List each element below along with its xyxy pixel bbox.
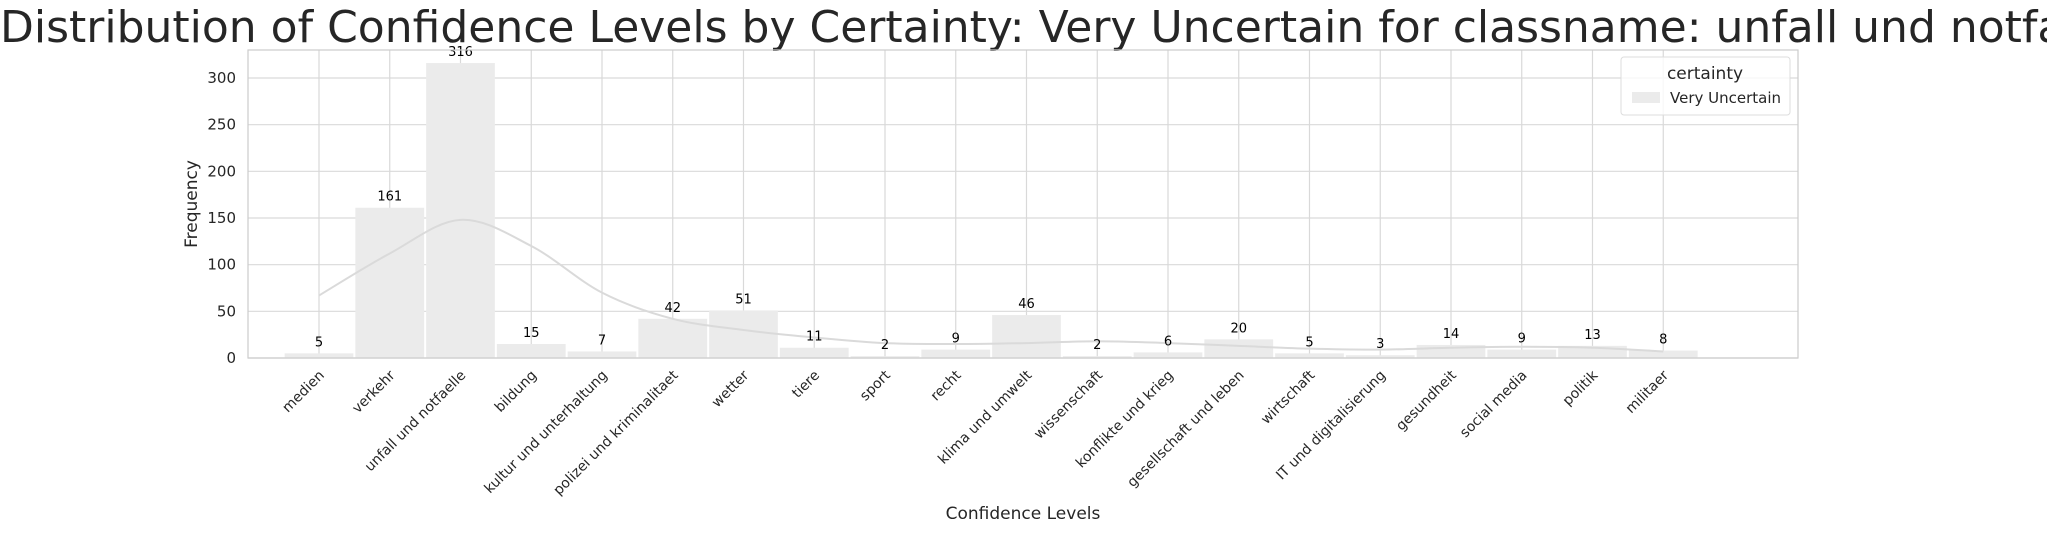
bar xyxy=(638,318,708,358)
bar-value-label: 42 xyxy=(664,301,681,316)
legend: certainty Very Uncertain xyxy=(1620,56,1791,116)
x-tick-label: recht xyxy=(928,367,965,404)
bar xyxy=(355,207,425,358)
bar xyxy=(992,315,1061,358)
x-tick-label: verkehr xyxy=(349,367,398,416)
bar xyxy=(1275,353,1344,358)
bar-value-label: 2 xyxy=(1093,338,1101,353)
bar-value-label: 15 xyxy=(523,326,540,341)
x-tick-label: social media xyxy=(1457,368,1531,442)
chart-title: Distribution of Confidence Levels by Cer… xyxy=(0,2,2047,53)
y-tick-label: 200 xyxy=(207,162,236,180)
legend-box xyxy=(1620,56,1791,116)
y-ticks: 0 50 100 150 200 250 300 xyxy=(207,69,236,367)
y-tick-label: 300 xyxy=(207,69,236,87)
x-tick-label: kultur und unterhaltung xyxy=(481,368,610,497)
bar-value-label: 5 xyxy=(1305,335,1313,350)
plot-frame xyxy=(247,49,1799,359)
y-tick-label: 50 xyxy=(217,302,236,320)
x-tick-label: wetter xyxy=(709,367,753,411)
x-tick-label: bildung xyxy=(492,368,540,416)
x-tick-label: gesellschaft und leben xyxy=(1124,368,1247,491)
bar-value-label: 9 xyxy=(1518,332,1526,347)
bar-value-label: 8 xyxy=(1659,333,1667,348)
y-axis-label: Frequency xyxy=(182,160,202,248)
bar-value-label: 5 xyxy=(315,335,323,350)
x-axis-label: Confidence Levels xyxy=(946,504,1101,524)
bar-value-label: 2 xyxy=(881,338,889,353)
x-tick-label: militaer xyxy=(1623,367,1672,416)
bar xyxy=(850,356,920,358)
bar-value-label: 9 xyxy=(952,332,960,347)
y-tick-label: 0 xyxy=(226,349,236,367)
bar-value-label: 51 xyxy=(735,292,752,307)
bar xyxy=(567,351,637,358)
bar xyxy=(1487,349,1557,358)
bar-labels: 5 161 316 15 7 42 51 11 2 9 46 2 6 20 5 3 14 9 13 8 xyxy=(315,45,1668,353)
bar-value-label: 13 xyxy=(1584,328,1601,343)
bar xyxy=(496,344,566,358)
bar xyxy=(779,347,849,358)
bar-value-label: 7 xyxy=(598,333,606,348)
bar xyxy=(284,353,354,358)
bar xyxy=(921,349,991,358)
bar xyxy=(1345,355,1415,358)
bar-value-label: 3 xyxy=(1376,337,1384,352)
bars xyxy=(284,63,1698,359)
kde-curve xyxy=(318,218,1664,353)
bar xyxy=(426,63,495,359)
x-tick-label: medien xyxy=(279,368,327,416)
legend-title: certainty xyxy=(1667,64,1743,84)
kde-line xyxy=(318,218,1664,353)
bar-value-label: 14 xyxy=(1443,327,1460,342)
bar-value-label: 316 xyxy=(448,45,473,60)
bar xyxy=(1133,352,1203,358)
bar xyxy=(709,310,778,358)
y-tick-label: 250 xyxy=(207,116,236,134)
bar xyxy=(1204,339,1274,358)
y-tick-label: 100 xyxy=(207,256,236,274)
x-tick-label: wirtschaft xyxy=(1258,367,1319,428)
x-tick-label: sport xyxy=(857,367,894,404)
bar-value-label: 46 xyxy=(1018,297,1035,312)
x-tick-label: politik xyxy=(1560,367,1602,409)
x-tick-label: gesundheit xyxy=(1393,367,1460,434)
x-tick-label: wissenschaft xyxy=(1031,367,1106,442)
x-tick-label: polizei und kriminalitaet xyxy=(551,367,682,498)
bar-value-label: 161 xyxy=(377,190,402,205)
x-tick-label: tiere xyxy=(789,368,823,402)
bar xyxy=(1628,350,1698,358)
y-tick-label: 150 xyxy=(207,209,236,227)
legend-swatch xyxy=(1632,92,1660,103)
bar-value-label: 20 xyxy=(1230,321,1247,336)
bar-value-label: 6 xyxy=(1164,334,1172,349)
legend-label: Very Uncertain xyxy=(1670,89,1781,107)
bar xyxy=(1062,356,1132,358)
bar-value-label: 11 xyxy=(806,330,823,345)
